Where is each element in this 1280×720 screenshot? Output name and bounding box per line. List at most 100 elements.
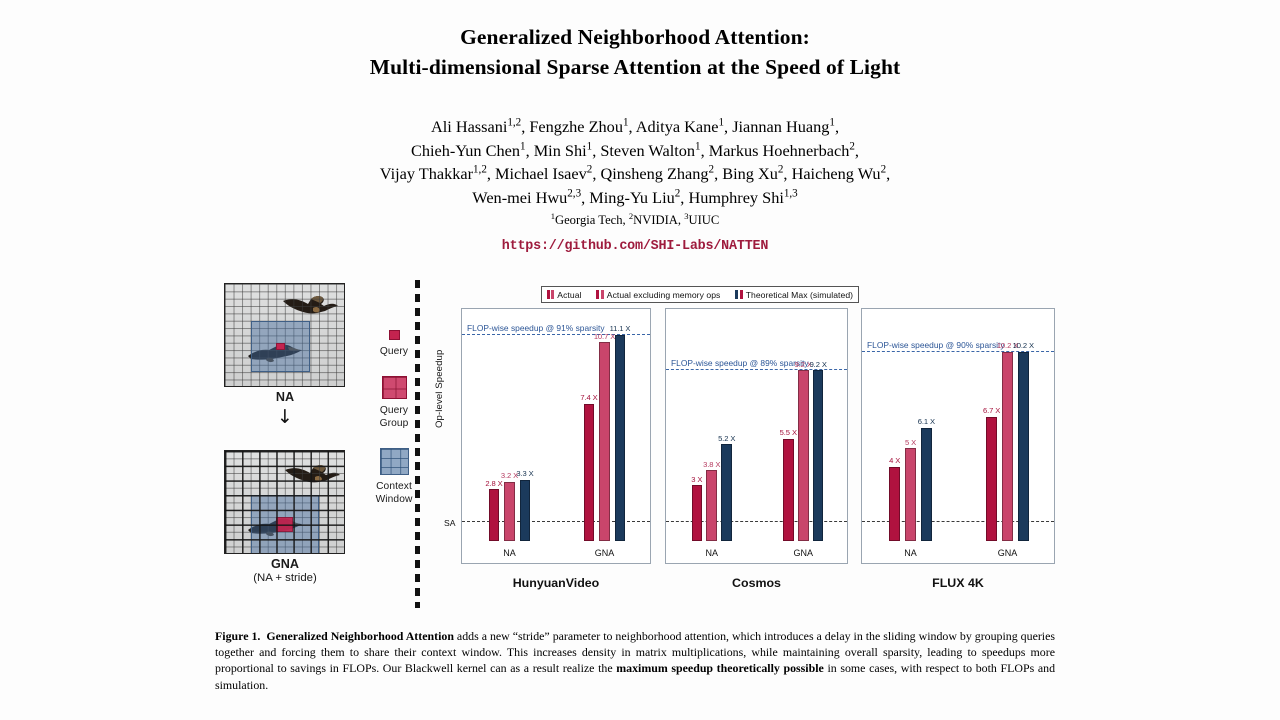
- down-arrow-icon: ↓: [277, 406, 293, 428]
- gna-diagram-sublabel: (NA + stride): [253, 572, 317, 584]
- bar-value-label: 6.7 X: [983, 406, 1001, 416]
- bar-value-label: 3.8 X: [703, 459, 721, 469]
- caption-mid-bold: maximum speedup theoretically possible: [616, 661, 824, 676]
- chart-panel-cosmos: FLOP-wise speedup @ 89% sparsity 3 X 3.8 X…: [665, 308, 848, 564]
- flop-speedup-note: FLOP-wise speedup @ 91% sparsity: [467, 322, 605, 333]
- bar-value-label: 9.2 X: [794, 359, 812, 369]
- bar-value-label: 5 X: [904, 437, 917, 447]
- attention-illustration: NA ↓: [215, 278, 412, 608]
- vertical-dashed-separator: [415, 280, 420, 608]
- key-label-query: Query: [379, 346, 409, 357]
- legend-label-theoretical-max: Theoretical Max (simulated): [745, 289, 854, 300]
- bar-value-label: 9.2 X: [809, 359, 827, 369]
- flop-speedup-note: FLOP-wise speedup @ 90% sparsity: [867, 339, 1005, 350]
- legend-entry-actual-excl-mem: Actual excluding memory ops: [596, 290, 720, 300]
- project-url-link[interactable]: https://github.com/SHI-Labs/NATTEN: [501, 239, 769, 254]
- title-line-1: Generalized Neighborhood Attention:: [460, 25, 810, 49]
- baseline-sa-line: [862, 521, 1054, 523]
- caption-body-1: adds a new “stride” parameter to neighbo…: [215, 629, 1056, 676]
- figure-1: NA ↓: [215, 278, 1055, 613]
- bar-gna-series-1: [986, 416, 998, 541]
- y-axis-baseline-tick: SA: [444, 518, 456, 529]
- figure-caption: Figure 1. Generalized Neighborhood Atten…: [215, 628, 1055, 693]
- author-line-2: Chieh-Yun Chen1, Min Shi1, Steven Walton…: [411, 140, 859, 160]
- caption-body-2: in some cases, with respect to both FLOP…: [215, 661, 1056, 692]
- bar-value-label: 2.8 X: [485, 478, 503, 488]
- bar-na-series-1: [691, 485, 703, 541]
- author-line-4: Wen-mei Hwu2,3, Ming-Yu Liu2, Humphrey S…: [472, 187, 798, 207]
- author-line-1: Ali Hassani1,2, Fengzhe Zhou1, Aditya Ka…: [430, 116, 840, 136]
- bar-value-label: 10.2 X: [996, 341, 1019, 351]
- key-item-context-window: Context Window: [363, 448, 425, 506]
- author-line-3: Vijay Thakkar1,2, Michael Isaev2, Qinshe…: [379, 163, 891, 183]
- bar-value-label: 5.5 X: [779, 428, 797, 438]
- caption-lead-bold: Generalized Neighborhood Attention: [266, 629, 454, 643]
- baseline-sa-line: [462, 521, 650, 523]
- bar-na-series-3: [721, 444, 732, 541]
- bar-value-label: 3.2 X: [500, 471, 519, 481]
- bar-na-series-3: [920, 427, 932, 541]
- bar-value-label: 10.7 X: [593, 331, 616, 341]
- gna-diagram-label: GNA: [271, 557, 299, 571]
- bar-gna-series-3: [614, 334, 626, 541]
- title-line-2: Multi-dimensional Sparse Attention at th…: [369, 55, 901, 79]
- x-axis-group-label-gna: GNA: [997, 548, 1018, 558]
- key-item-query: Query: [363, 330, 425, 358]
- author-block: Ali Hassani1,2, Fengzhe Zhou1, Aditya Ka…: [215, 115, 1055, 254]
- bar-gna-series-1: [583, 403, 595, 541]
- query-group-swatch-icon: [381, 376, 407, 400]
- context-window-swatch-icon: [379, 448, 409, 476]
- bar-gna-series-2: [599, 342, 610, 541]
- y-axis-label: Op-level Speedup: [434, 349, 445, 428]
- key-label-context-window: Context Window: [375, 481, 413, 505]
- x-axis-group-label-na: NA: [705, 548, 718, 558]
- page-content-column: Generalized Neighborhood Attention: Mult…: [215, 0, 1055, 720]
- x-axis-group-label-na: NA: [503, 548, 516, 558]
- bar-gna-series-3: [812, 370, 824, 541]
- bar-value-label: 5.2 X: [718, 433, 736, 443]
- bar-gna-series-2: [797, 370, 809, 541]
- bar-na-series-1: [488, 489, 500, 541]
- x-axis-group-label-na: NA: [904, 548, 917, 558]
- gna-coarse-grid: [225, 451, 344, 553]
- legend-swatch-theoretical-max: [735, 290, 743, 299]
- na-diagram-label: NA: [275, 390, 295, 404]
- query-swatch-icon: [388, 330, 400, 340]
- bar-na-series-2: [706, 470, 717, 541]
- flop-speedup-line: [462, 333, 650, 335]
- na-grid-diagram: [224, 283, 345, 387]
- na-fine-grid: [225, 284, 344, 386]
- bar-gna-series-1: [783, 438, 794, 541]
- legend-swatch-actual: [547, 290, 555, 299]
- caption-figure-number: Figure 1.: [215, 629, 261, 643]
- bar-gna-series-3: [1017, 351, 1029, 541]
- flop-speedup-line: [862, 350, 1054, 352]
- key-label-query-group: Query Group: [379, 405, 409, 429]
- legend-label-actual: Actual: [557, 289, 582, 300]
- gna-grid-diagram: [224, 450, 345, 554]
- bar-value-label: 4 X: [889, 456, 901, 466]
- bar-na-series-3: [519, 479, 531, 541]
- chart-legend: Actual Actual excluding memory ops Theor…: [541, 286, 860, 303]
- bar-value-label: 10.2 X: [1012, 341, 1034, 351]
- affiliations: 1Georgia Tech, 2NVIDIA, 3UIUC: [550, 210, 720, 227]
- chart-title-flux4k: FLUX 4K: [932, 576, 984, 590]
- x-axis-group-label-gna: GNA: [594, 548, 615, 558]
- bar-gna-series-2: [1001, 351, 1014, 541]
- legend-entry-theoretical-max: Theoretical Max (simulated): [735, 290, 853, 300]
- legend-label-actual-excl-mem: Actual excluding memory ops: [606, 289, 721, 300]
- chart-title-cosmos: Cosmos: [732, 576, 781, 590]
- flop-speedup-note: FLOP-wise speedup @ 89% sparsity: [671, 358, 809, 369]
- speedup-bar-charts: Actual Actual excluding memory ops Theor…: [434, 278, 1055, 608]
- baseline-sa-line: [666, 521, 847, 523]
- bar-value-label: 7.4 X: [580, 393, 598, 403]
- legend-entry-actual: Actual: [547, 290, 581, 300]
- bar-na-series-1: [889, 466, 901, 541]
- key-item-query-group: Query Group: [363, 376, 425, 430]
- flop-speedup-line: [666, 369, 847, 371]
- bar-value-label: 3 X: [691, 474, 703, 484]
- x-axis-group-label-gna: GNA: [793, 548, 813, 558]
- chart-title-hunyuanvideo: HunyuanVideo: [512, 576, 600, 590]
- illustration-key: Query Query Group Context Window: [363, 330, 425, 524]
